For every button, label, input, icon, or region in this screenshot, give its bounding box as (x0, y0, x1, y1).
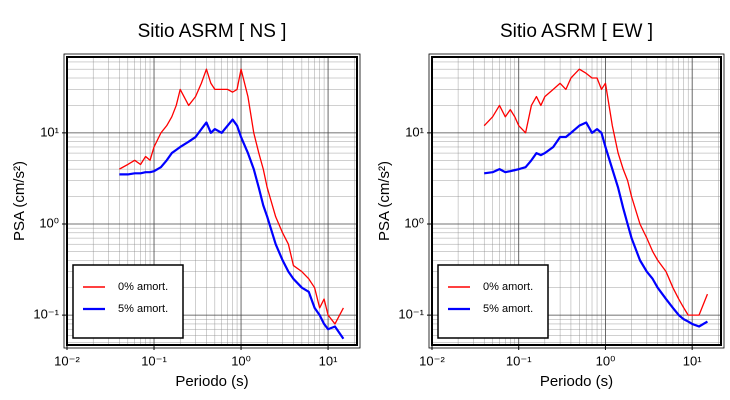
y-tick-label: 10⁻¹ (398, 307, 424, 322)
legend-label: 0% amort. (118, 281, 168, 293)
y-tick-label: 10⁻¹ (33, 307, 59, 322)
chart-title: Sitio ASRM [ NS ] (138, 21, 287, 42)
series-line (119, 118, 345, 340)
x-tick-label: 10⁻² (419, 353, 445, 368)
series-line (119, 68, 344, 325)
x-tick-label: 10⁻¹ (141, 353, 167, 368)
x-tick-label: 10⁻¹ (506, 353, 532, 368)
x-axis-label: Periodo (s) (540, 373, 613, 390)
x-tick-label: 10⁻² (54, 353, 80, 368)
x-tick-label: 10⁰ (596, 353, 616, 368)
legend-box (437, 264, 549, 339)
x-tick-label: 10¹ (319, 353, 338, 368)
y-axis-label: PSA (cm/s²) (11, 161, 28, 241)
y-tick-label: 10¹ (405, 124, 424, 139)
chart-title: Sitio ASRM [ EW ] (500, 21, 653, 42)
plot-frame-outer (428, 53, 725, 349)
legend-label: 5% amort. (118, 303, 168, 315)
panel: 10⁻² 10⁻¹ 10⁰ 10¹ 10⁻¹ 10⁰ 10¹ Sitio ASRM [ NS … (11, 21, 361, 390)
legend: 0% amort. 5% amort. (72, 264, 184, 339)
x-tick-label: 10⁰ (231, 353, 251, 368)
y-tick-label: 10⁰ (39, 215, 59, 230)
plot-frame (66, 56, 358, 346)
x-tick-label: 10¹ (683, 353, 702, 368)
plot-frame-outer (63, 53, 361, 349)
x-axis-label: Periodo (s) (175, 373, 248, 390)
plot-frame (431, 56, 722, 346)
y-tick-label: 10⁰ (404, 215, 424, 230)
legend: 0% amort. 5% amort. (437, 264, 549, 339)
y-tick-label: 10¹ (40, 124, 59, 139)
y-axis-label: PSA (cm/s²) (376, 161, 393, 241)
legend-label: 5% amort. (483, 303, 533, 315)
series-line (484, 121, 708, 328)
panel: 10⁻² 10⁻¹ 10⁰ 10¹ 10⁻¹ 10⁰ 10¹ Sitio ASRM [ EW … (376, 21, 725, 390)
series-line (483, 68, 709, 316)
legend-box (72, 264, 184, 339)
legend-label: 0% amort. (483, 281, 533, 293)
